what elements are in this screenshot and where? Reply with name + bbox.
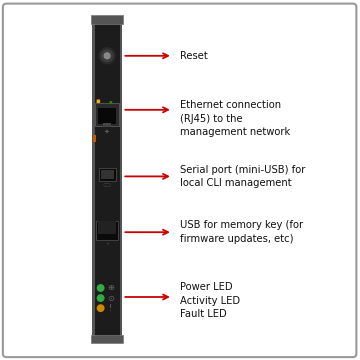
Text: ⊂⊃: ⊂⊃ (103, 183, 112, 188)
Bar (96, 221, 118, 240)
Bar (92, 18, 95, 340)
Text: !: ! (109, 304, 112, 312)
Circle shape (97, 305, 104, 311)
Text: ⚡: ⚡ (105, 242, 109, 247)
Circle shape (97, 295, 104, 301)
Bar (103, 123, 111, 127)
Text: ✦: ✦ (104, 129, 110, 134)
FancyBboxPatch shape (3, 4, 356, 357)
Text: ▪: ▪ (96, 98, 100, 104)
Bar (100, 170, 114, 179)
Bar (93, 135, 96, 142)
Circle shape (102, 50, 113, 62)
Bar (98, 108, 116, 123)
Bar (95, 18, 120, 340)
Bar (99, 168, 116, 181)
Text: ⊕: ⊕ (107, 284, 114, 292)
Circle shape (97, 285, 104, 291)
Text: Serial port (mini-USB) for
local CLI management: Serial port (mini-USB) for local CLI man… (180, 165, 305, 188)
Bar (98, 221, 116, 234)
Circle shape (99, 48, 115, 64)
Bar (95, 103, 119, 126)
Bar (91, 15, 123, 24)
Text: USB for memory key (for
firmware updates, etc): USB for memory key (for firmware updates… (180, 220, 303, 244)
Text: Ethernet connection
(RJ45) to the
management network: Ethernet connection (RJ45) to the manage… (180, 100, 290, 138)
Bar (92, 18, 122, 340)
Text: ⊙: ⊙ (107, 294, 114, 302)
Text: ▪: ▪ (109, 99, 113, 104)
Circle shape (104, 53, 110, 59)
Text: Power LED
Activity LED
Fault LED: Power LED Activity LED Fault LED (180, 282, 240, 319)
Bar (120, 18, 122, 340)
Text: Reset: Reset (180, 51, 208, 61)
Bar (91, 335, 123, 343)
